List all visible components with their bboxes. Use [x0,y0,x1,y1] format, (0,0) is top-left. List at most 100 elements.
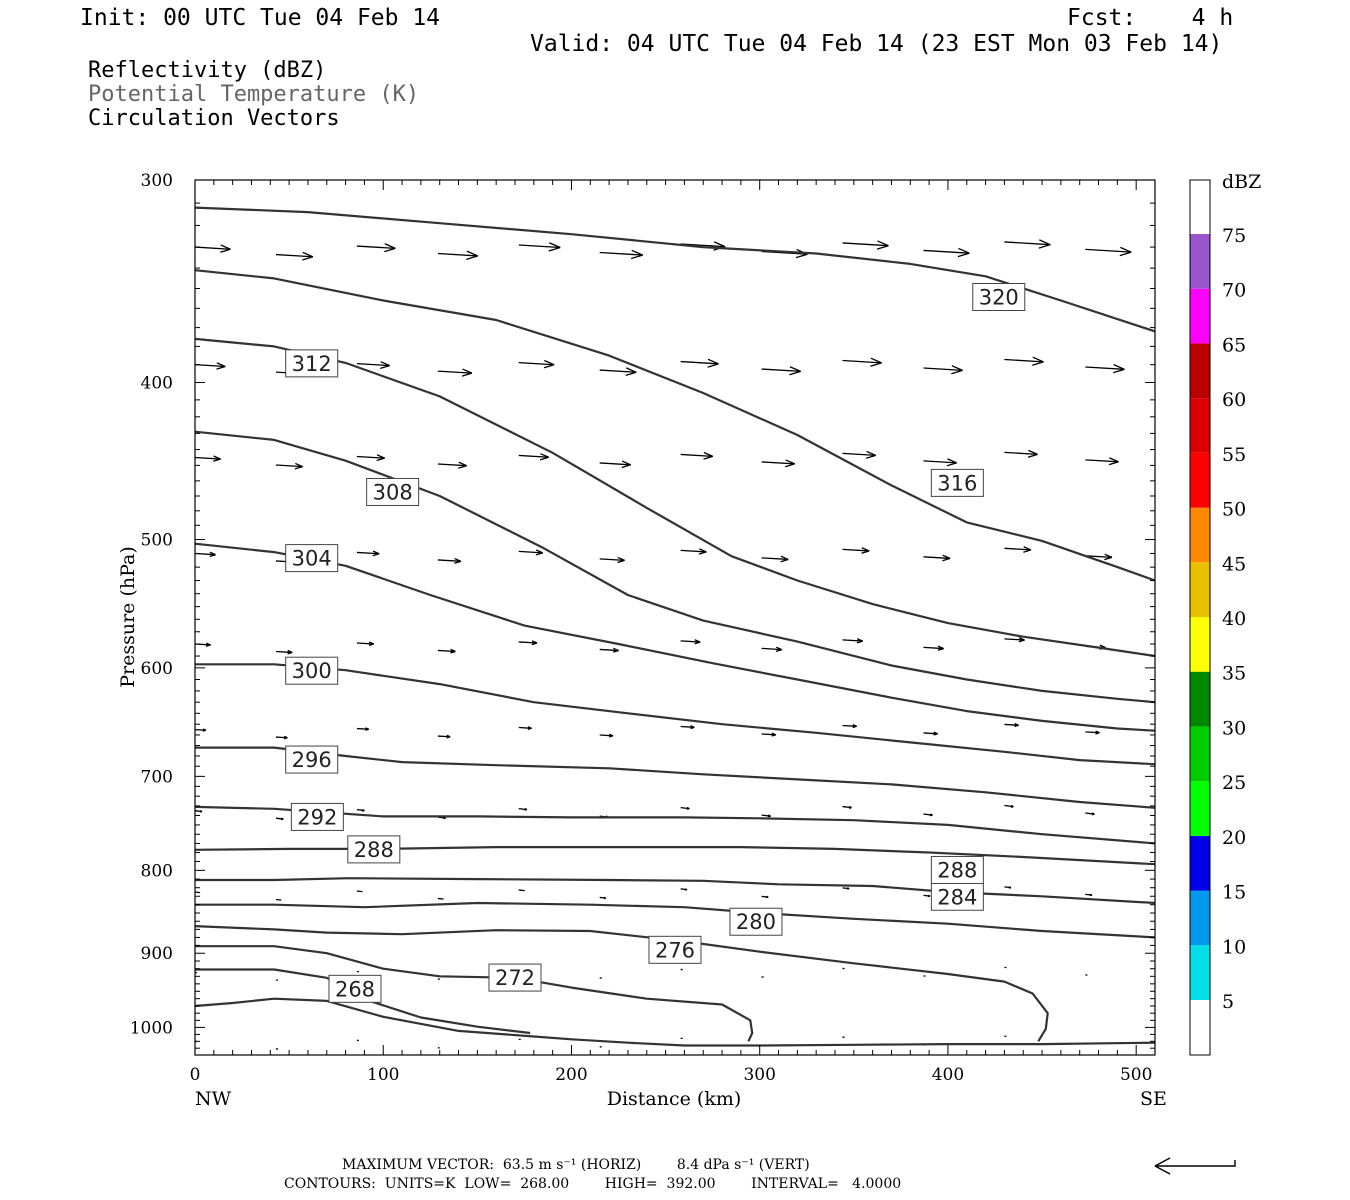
vector-arrow-icon [599,460,631,469]
vector-arrow-icon [680,806,690,810]
y-axis-title: Pressure (hPa) [117,546,139,688]
x-end-label-left: NW [195,1088,232,1110]
vector-arrow-icon [356,454,385,462]
vector-arrow-icon [761,459,796,468]
vector-arrow-icon [1085,893,1093,897]
forecast-hour: Fcst: 4 h [1067,5,1234,31]
vector-arrow-icon [356,727,370,731]
contour-292 [194,805,1156,845]
vector-arrow-icon [761,814,771,818]
contours-note: CONTOURS: UNITS=K LOW= 268.00 HIGH= 392.… [284,1176,902,1192]
vector-arrow-icon [1085,730,1100,735]
colorbar-label: 75 [1222,225,1246,247]
vector-arrow-icon [842,724,857,729]
colorbar-label: 5 [1222,991,1234,1013]
vector-arrow-icon [842,638,863,644]
contour-label-box [648,935,702,964]
vector-arrow-icon [275,251,314,261]
colorbar-label: 45 [1222,553,1246,575]
vector-arrow-icon [518,807,528,811]
contour-304 [194,542,1156,732]
colorbar-label: 35 [1222,663,1246,685]
vector-arrow-icon [275,735,288,740]
vector-arrow-icon [275,649,293,655]
contour-288 [195,877,1156,905]
colorbar-label: 30 [1222,717,1246,739]
vector-arrow-icon [842,547,870,554]
colorbar-swatch [1190,726,1210,782]
vector-arrow-icon [842,240,889,250]
vector-arrow-icon [842,805,852,809]
colorbar-label: 70 [1222,280,1246,302]
vector-arrow-icon [518,242,561,252]
colorbar-swatch [1190,398,1210,453]
x-tick-label: 400 [932,1065,964,1085]
contour-312 [194,337,1156,658]
vector-arrow-icon [923,458,957,467]
y-tick-label: 1000 [130,1018,173,1038]
vector-arrow-icon [680,725,695,730]
colorbar-swatch [1190,288,1210,344]
x-tick-label: 500 [1120,1065,1152,1085]
colorbar-swatch [1190,617,1210,672]
vector-arrow-icon [842,357,882,367]
colorbar-swatch [1190,835,1210,891]
plot-frame [194,179,1156,1056]
colorbar-outline [1189,179,1211,1056]
contour-label-box [347,835,401,864]
colorbar-swatch [1190,234,1210,289]
x-end-label-right: SE [1140,1088,1167,1110]
x-tick-label: 300 [743,1065,775,1085]
contour-316 [194,269,1156,582]
field-reflectivity: Reflectivity (dBZ) [88,58,327,83]
contour-label: 280 [736,910,776,934]
init-time: Init: 00 UTC Tue 04 Feb 14 [80,5,441,31]
contour-296 [195,746,1156,809]
reference-vector [1154,1157,1236,1175]
contour-label: 288 [354,838,394,862]
vector-arrow-icon [437,648,456,654]
field-circulation-vectors: Circulation Vectors [88,106,340,131]
x-tick-label: 0 [190,1065,201,1085]
x-axis-title: Distance (km) [607,1088,742,1110]
colorbar-swatch [1190,781,1210,836]
colorbar-label: 40 [1222,608,1246,630]
vector-arrow-icon [599,367,637,377]
vector-arrow-icon [356,243,396,253]
vector-arrow-icon [194,810,203,813]
vector-arrow-icon [761,366,801,376]
contour-label-box [328,974,382,1003]
vector-arrow-icon [437,250,479,260]
vector-arrow-icon [518,640,538,646]
x-tick-label: 100 [367,1065,399,1085]
colorbar: 5 10 15 20 25 30 35 40 45 50 55 60 65 70 75 dBZ [1189,171,1261,1056]
vector-arrow-icon [1085,457,1119,466]
vector-arrow-icon [437,897,444,900]
y-tick-label: 300 [141,171,173,191]
vector-arrow-icon [923,554,951,562]
vector-arrow-icon [842,450,876,459]
contour-label-box [290,802,344,831]
vector-arrow-icon [761,895,769,899]
vector-arrow-icon [194,362,226,370]
vector-arrow-icon [680,548,707,555]
vector-arrow-icon [1085,246,1132,257]
colorbar-label: 60 [1222,389,1246,411]
contour-label-box [285,349,339,378]
contour-label: 284 [937,885,977,909]
colorbar-swatch [1190,671,1210,727]
vector-arrow-icon [761,732,777,737]
vector-arrow-icon [356,641,375,647]
vector-arrow-icon [599,647,619,653]
vector-arrow-icon [1004,449,1038,458]
vector-arrow-icon [599,249,643,260]
vector-arrow-icon [194,551,216,558]
vector-arrow-icon [1004,722,1019,728]
y-tick-label: 600 [141,659,173,679]
contour-label: 300 [292,659,332,683]
vector-arrow-icon [518,359,555,369]
vector-arrow-icon [923,813,933,817]
contour-label-box [972,282,1026,311]
contour-label: 268 [335,977,375,1001]
vector-arrow-icon [1004,356,1044,366]
